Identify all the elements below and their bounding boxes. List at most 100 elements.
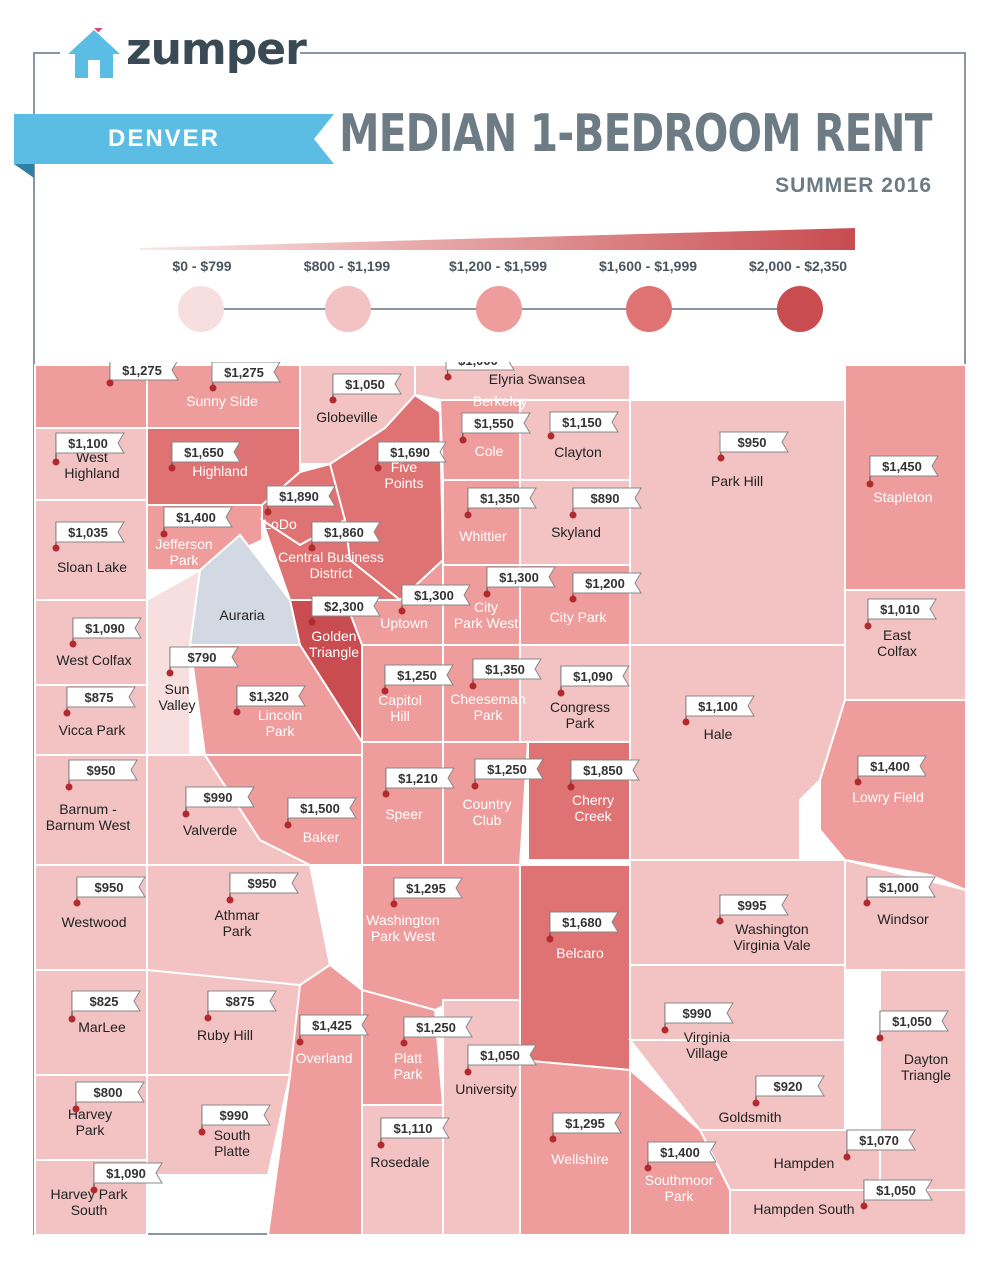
neighborhood-label: Five Points xyxy=(385,459,424,491)
map-pin-icon xyxy=(168,464,176,472)
rent-flag: $920 xyxy=(752,1075,825,1107)
neighborhood-region xyxy=(819,699,966,892)
map-pin-icon xyxy=(549,1135,557,1143)
rent-label: $1,210 xyxy=(398,771,438,786)
map-pin-icon xyxy=(444,373,452,381)
rent-label: $1,400 xyxy=(660,1145,700,1160)
rent-flag: $890 xyxy=(569,487,642,519)
rent-label: $1,500 xyxy=(300,801,340,816)
neighborhood-label: University xyxy=(455,1081,516,1097)
rent-flag: $875 xyxy=(204,990,277,1022)
neighborhood-label: Auraria xyxy=(219,607,264,623)
city-label: DENVER xyxy=(107,125,221,152)
rent-flag: $950 xyxy=(717,431,789,462)
map-pin-icon xyxy=(90,1186,98,1194)
rent-flag: $1,650 xyxy=(168,441,241,472)
neighborhood-label: Rosedale xyxy=(370,1154,429,1170)
legend-label: $2,000 - $2,350 xyxy=(748,258,848,274)
rent-label: $875 xyxy=(226,994,255,1009)
rent-flag: $950 xyxy=(226,872,299,904)
neighborhood-label: Overland xyxy=(296,1050,353,1066)
neighborhood-label: Windsor xyxy=(877,911,929,927)
rent-label: $1,550 xyxy=(474,416,514,431)
rent-flag: $1,010 xyxy=(864,598,937,630)
neighborhood-label: Westwood xyxy=(61,914,126,930)
map-pin-icon xyxy=(843,1153,851,1161)
map-pin-icon xyxy=(464,1068,472,1076)
map-pin-icon xyxy=(198,1128,206,1136)
rent-flag: $950 xyxy=(73,876,146,907)
rent-flag: $1,860 xyxy=(308,521,381,552)
map-pin-icon xyxy=(160,530,168,538)
rent-flag: $1,000 xyxy=(863,876,936,907)
house-icon xyxy=(68,28,120,78)
rent-flag: $1,690 xyxy=(374,441,447,472)
map-pin-icon xyxy=(471,782,479,790)
neighborhood-label: Berkeley xyxy=(473,393,527,409)
map-pin-icon xyxy=(876,1034,884,1042)
neighborhood-region xyxy=(361,741,444,866)
legend-item: $1,200 - $1,599 xyxy=(423,258,573,276)
rent-flag: $1,090 xyxy=(69,617,142,648)
rent-flag: $950 xyxy=(65,759,138,791)
rent-label: $890 xyxy=(591,491,620,506)
rent-label: $2,300 xyxy=(324,599,364,614)
neighborhood-label: Virginia Village xyxy=(684,1029,731,1061)
rent-label: $1,000 xyxy=(879,880,919,895)
map-pin-icon xyxy=(69,640,77,648)
neighborhood-label: Hale xyxy=(704,726,733,742)
rent-label: $825 xyxy=(90,994,119,1009)
map-pin-icon xyxy=(390,900,398,908)
legend-label: $1,600 - $1,999 xyxy=(598,258,698,274)
rent-flag: $1,050 xyxy=(876,1010,949,1042)
rent-flag: $1,250 xyxy=(471,758,544,790)
rent-flag: $1,250 xyxy=(381,664,454,695)
neighborhood-map: Berkeley $1,275 Sunny Side $1,275 Globeville… xyxy=(33,362,966,1235)
rent-label: $1,050 xyxy=(876,1183,916,1198)
rent-flag: $1,100 xyxy=(682,695,755,726)
rent-label: $950 xyxy=(95,880,124,895)
rent-label: $1,450 xyxy=(882,459,922,474)
rent-label: $1,425 xyxy=(312,1018,352,1033)
neighborhood-label: Cherry Creek xyxy=(572,792,614,824)
legend-item: $800 - $1,199 xyxy=(272,258,422,276)
map-pin-icon xyxy=(72,1105,80,1113)
rent-label: $1,350 xyxy=(480,491,520,506)
rent-flag: $1,250 xyxy=(400,1016,473,1047)
map-pin-icon xyxy=(860,1202,868,1210)
legend-item: $2,000 - $2,350 xyxy=(723,258,873,276)
rent-flag: $1,350 xyxy=(469,658,542,690)
neighborhood-label: Goldsmith xyxy=(718,1109,781,1125)
neighborhood-region xyxy=(438,399,521,481)
neighborhood-label: Washington Virginia Vale xyxy=(733,921,811,953)
map-pin-icon xyxy=(569,595,577,603)
rent-flag: $1,400 xyxy=(160,506,233,538)
rent-flag: $1,850 xyxy=(567,759,640,791)
rent-flag: $1,090 xyxy=(557,665,630,697)
neighborhood-label: Jefferson Park xyxy=(155,536,212,568)
rent-flag: $990 xyxy=(661,1002,734,1034)
map-pin-icon xyxy=(284,821,292,829)
map-pin-icon xyxy=(716,917,724,925)
legend-item: $1,600 - $1,999 xyxy=(573,258,723,276)
rent-flag: $2,300 xyxy=(308,595,381,626)
map-pin-icon xyxy=(854,778,862,786)
rent-label: $1,295 xyxy=(565,1116,605,1131)
neighborhood-label: Hampden xyxy=(774,1155,835,1171)
rent-flag: $1,550 xyxy=(459,412,531,444)
neighborhood-label: Hampden South xyxy=(753,1201,854,1217)
map-pin-icon xyxy=(296,1038,304,1046)
rent-flag: $1,400 xyxy=(644,1141,717,1172)
map-pin-icon xyxy=(374,464,382,472)
neighborhood-label: City Park West xyxy=(454,599,518,631)
map-pin-icon xyxy=(166,669,174,677)
neighborhood-label: Globeville xyxy=(316,409,378,425)
neighborhood-label: Baker xyxy=(303,829,340,845)
rent-label: $1,690 xyxy=(390,445,430,460)
legend-label: $800 - $1,199 xyxy=(303,258,391,274)
map-pin-icon xyxy=(52,544,60,552)
rent-label: $1,090 xyxy=(85,621,125,636)
neighborhood-label: Elyria Swansea xyxy=(489,371,586,387)
map-pin-icon xyxy=(682,718,690,726)
rent-flag: $800 xyxy=(72,1081,145,1113)
